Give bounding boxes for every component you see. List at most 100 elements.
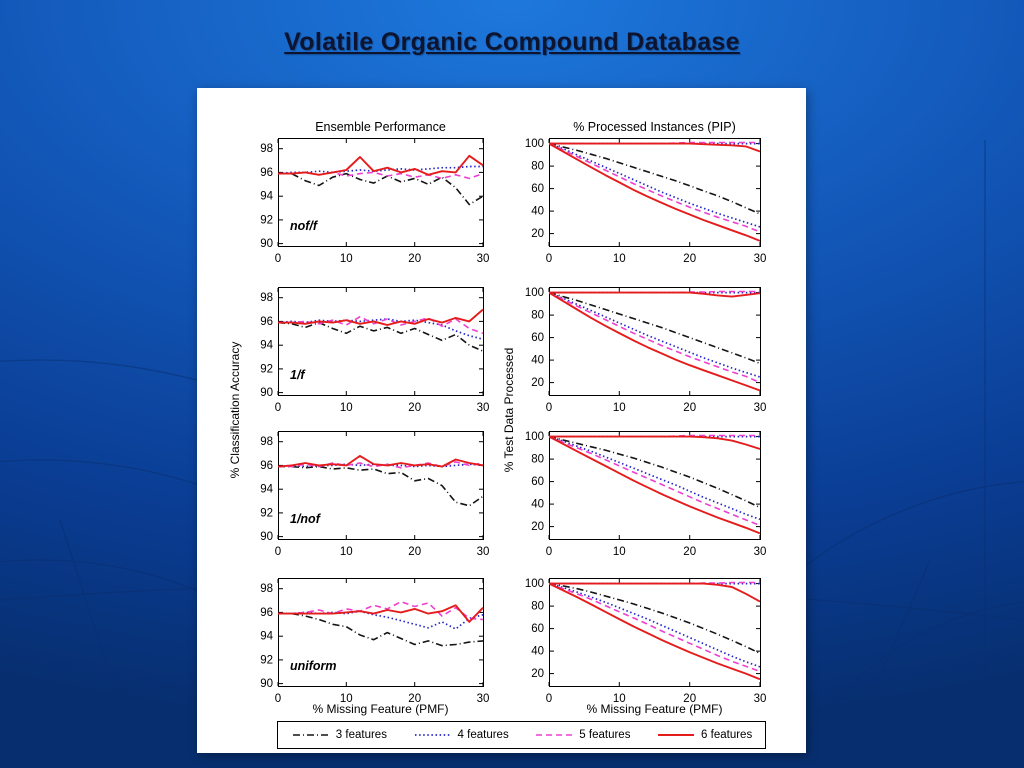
svg-text:40: 40 bbox=[531, 646, 544, 658]
svg-text:30: 30 bbox=[754, 253, 767, 265]
svg-text:20: 20 bbox=[531, 228, 544, 240]
svg-text:20: 20 bbox=[531, 377, 544, 389]
svg-text:98: 98 bbox=[260, 143, 273, 155]
svg-text:0: 0 bbox=[546, 693, 552, 705]
legend-label: 6 features bbox=[701, 729, 753, 741]
svg-text:96: 96 bbox=[260, 316, 273, 328]
plot-pip-noff: 0 10 20 30 20 40 60 80 100 bbox=[513, 133, 768, 275]
left-column-title: Ensemble Performance bbox=[315, 120, 446, 134]
svg-text:100: 100 bbox=[525, 138, 544, 150]
svg-text:90: 90 bbox=[260, 678, 273, 690]
svg-text:60: 60 bbox=[531, 476, 544, 488]
legend-label: 5 features bbox=[579, 729, 631, 741]
svg-text:98: 98 bbox=[260, 583, 273, 595]
slide-title: Volatile Organic Compound Database bbox=[284, 28, 740, 56]
svg-text:80: 80 bbox=[531, 454, 544, 466]
svg-text:10: 10 bbox=[613, 546, 626, 558]
svg-text:20: 20 bbox=[408, 253, 421, 265]
svg-text:10: 10 bbox=[613, 402, 626, 414]
svg-text:90: 90 bbox=[260, 238, 273, 250]
svg-text:20: 20 bbox=[683, 253, 696, 265]
legend-item: 4 features bbox=[413, 729, 509, 741]
svg-text:100: 100 bbox=[525, 431, 544, 443]
svg-text:94: 94 bbox=[260, 191, 273, 203]
svg-text:20: 20 bbox=[531, 521, 544, 533]
legend: 3 features 4 features 5 features 6 features bbox=[277, 721, 766, 749]
svg-text:90: 90 bbox=[260, 531, 273, 543]
svg-text:20: 20 bbox=[683, 546, 696, 558]
plot-accuracy-noff: 0 10 20 30 90 92 94 96 98 nof/f bbox=[242, 133, 491, 275]
left-y-axis-label: % Classification Accuracy bbox=[228, 341, 242, 479]
plot-accuracy-uniform: 0 10 20 30 90 92 94 96 98 uniform bbox=[242, 573, 491, 715]
legend-line-f6 bbox=[658, 734, 695, 736]
svg-text:98: 98 bbox=[260, 292, 273, 304]
svg-text:92: 92 bbox=[260, 654, 273, 666]
plot-svg: 0 10 20 30 90 92 94 96 98 nof/f bbox=[260, 138, 490, 265]
svg-text:0: 0 bbox=[275, 546, 281, 558]
plot-pip-1f: 0 10 20 30 20 40 60 80 100 bbox=[513, 282, 768, 424]
plot-accuracy-1f: 0 10 20 30 90 92 94 96 98 1/f bbox=[242, 282, 491, 424]
svg-text:80: 80 bbox=[531, 310, 544, 322]
svg-text:0: 0 bbox=[546, 546, 552, 558]
plot-pip-uniform: 0 10 20 30 20 40 60 80 100 bbox=[513, 573, 768, 715]
svg-text:30: 30 bbox=[477, 546, 490, 558]
svg-text:80: 80 bbox=[531, 161, 544, 173]
svg-text:20: 20 bbox=[408, 402, 421, 414]
legend-line-f5 bbox=[536, 734, 573, 736]
svg-text:94: 94 bbox=[260, 340, 273, 352]
svg-text:96: 96 bbox=[260, 607, 273, 619]
svg-text:30: 30 bbox=[754, 402, 767, 414]
svg-text:80: 80 bbox=[531, 601, 544, 613]
svg-text:60: 60 bbox=[531, 183, 544, 195]
legend-item: 5 features bbox=[534, 729, 630, 741]
svg-text:10: 10 bbox=[340, 546, 353, 558]
legend-item: 3 features bbox=[291, 729, 387, 741]
plot-pip-1nof: 0 10 20 30 20 40 60 80 100 bbox=[513, 426, 768, 568]
svg-text:30: 30 bbox=[754, 546, 767, 558]
svg-text:0: 0 bbox=[546, 253, 552, 265]
svg-text:100: 100 bbox=[525, 287, 544, 299]
svg-text:60: 60 bbox=[531, 623, 544, 635]
svg-text:uniform: uniform bbox=[290, 659, 337, 673]
right-column-title: % Processed Instances (PIP) bbox=[573, 120, 736, 134]
plot-svg: 0 10 20 30 20 40 60 80 100 bbox=[525, 578, 767, 705]
legend-label: 4 features bbox=[457, 729, 509, 741]
legend-item: 6 features bbox=[656, 729, 752, 741]
svg-text:94: 94 bbox=[260, 631, 273, 643]
plot-svg: 0 10 20 30 90 92 94 96 98 uniform bbox=[260, 578, 490, 705]
legend-line-f3 bbox=[292, 734, 329, 736]
svg-text:30: 30 bbox=[477, 402, 490, 414]
svg-text:1/f: 1/f bbox=[290, 368, 306, 382]
svg-text:10: 10 bbox=[613, 253, 626, 265]
svg-text:nof/f: nof/f bbox=[290, 219, 319, 233]
plots-panel: Ensemble Performance % Processed Instanc… bbox=[197, 88, 806, 753]
svg-text:100: 100 bbox=[525, 578, 544, 590]
svg-text:92: 92 bbox=[260, 507, 273, 519]
plot-svg: 0 10 20 30 20 40 60 80 100 bbox=[525, 287, 767, 414]
svg-text:20: 20 bbox=[683, 402, 696, 414]
svg-text:40: 40 bbox=[531, 206, 544, 218]
plot-svg: 0 10 20 30 90 92 94 96 98 1/nof bbox=[260, 431, 490, 558]
svg-text:0: 0 bbox=[275, 402, 281, 414]
plot-svg: 0 10 20 30 20 40 60 80 100 bbox=[525, 431, 767, 558]
svg-text:20: 20 bbox=[408, 546, 421, 558]
svg-text:92: 92 bbox=[260, 363, 273, 375]
svg-text:40: 40 bbox=[531, 355, 544, 367]
svg-text:90: 90 bbox=[260, 387, 273, 399]
svg-text:20: 20 bbox=[683, 693, 696, 705]
left-x-axis-label: % Missing Feature (PMF) bbox=[312, 702, 449, 716]
svg-text:0: 0 bbox=[275, 693, 281, 705]
svg-text:40: 40 bbox=[531, 499, 544, 511]
svg-text:96: 96 bbox=[260, 167, 273, 179]
svg-text:94: 94 bbox=[260, 484, 273, 496]
svg-text:20: 20 bbox=[531, 668, 544, 680]
svg-text:10: 10 bbox=[340, 402, 353, 414]
svg-text:30: 30 bbox=[477, 693, 490, 705]
svg-text:20: 20 bbox=[408, 693, 421, 705]
svg-text:30: 30 bbox=[477, 253, 490, 265]
svg-text:10: 10 bbox=[340, 253, 353, 265]
svg-text:96: 96 bbox=[260, 460, 273, 472]
svg-text:30: 30 bbox=[754, 693, 767, 705]
svg-text:10: 10 bbox=[613, 693, 626, 705]
svg-text:0: 0 bbox=[275, 253, 281, 265]
